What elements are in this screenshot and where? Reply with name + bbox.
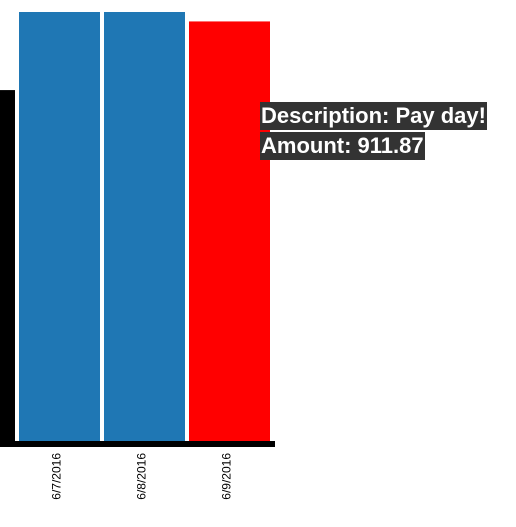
tooltip-description-prefix: Description:	[261, 103, 396, 128]
bar-6/8/2016[interactable]	[104, 12, 185, 441]
x-tick-label: 6/8/2016	[135, 453, 149, 500]
x-tick-label: 6/7/2016	[50, 453, 64, 500]
bar-tooltip: Description: Pay day! Amount: 911.87	[260, 102, 487, 162]
tooltip-description-line: Description: Pay day!	[260, 102, 487, 130]
tooltip-description-value: Pay day!	[395, 103, 486, 128]
tooltip-amount-prefix: Amount:	[261, 133, 358, 158]
tooltip-amount-value: 911.87	[357, 133, 424, 158]
x-tick-labels: 6/7/2016 6/8/2016 6/9/2016	[50, 453, 234, 500]
bar-6/9/2016[interactable]	[189, 21, 270, 442]
y-axis-line	[0, 90, 15, 447]
x-tick-label: 6/9/2016	[220, 453, 234, 500]
tooltip-amount-line: Amount: 911.87	[260, 132, 425, 160]
bar-6/7/2016[interactable]	[19, 12, 100, 441]
x-axis-line	[0, 441, 275, 447]
bars-group	[19, 12, 270, 442]
